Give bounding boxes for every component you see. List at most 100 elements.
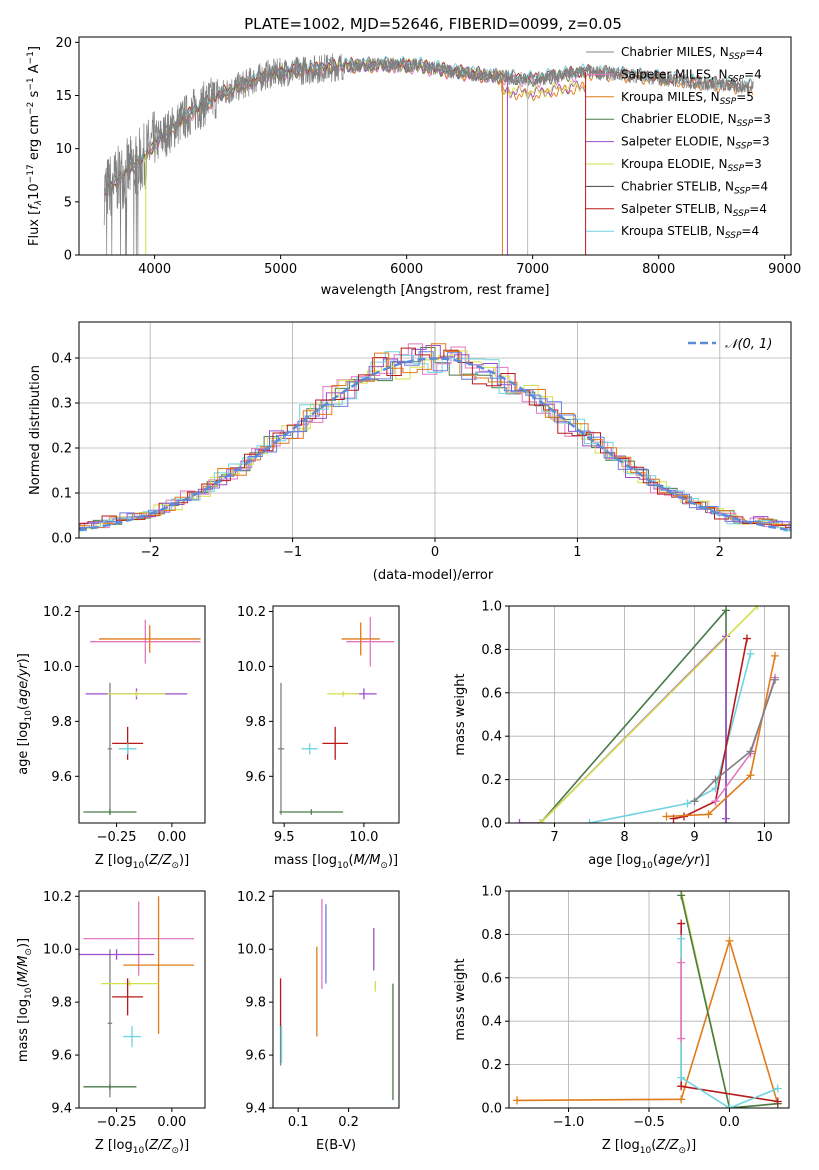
residuals-panel: −2 −1 0 1 2 0.0 0.1 0.2 0.3 0.4 𝒩(0, 1) (data-model… xyxy=(28,321,792,583)
axes-frame xyxy=(272,605,400,824)
residual-histogram xyxy=(79,351,791,531)
weight-line xyxy=(539,608,727,823)
weight-marker xyxy=(683,799,692,808)
weight-marker xyxy=(515,819,524,823)
weight-marker xyxy=(725,1104,734,1108)
y-tick-label: 0.1 xyxy=(51,487,72,502)
y-tick-label: 9.6 xyxy=(245,1049,266,1064)
x-axis-label: age [log10(age/yr)] xyxy=(588,853,710,871)
y-tick-label: 10.0 xyxy=(43,943,72,958)
weight-marker xyxy=(677,891,686,900)
x-tick-label: 5000 xyxy=(264,262,297,277)
y-tick-label: 0.6 xyxy=(481,971,502,986)
y-tick-label: 1.0 xyxy=(481,600,502,615)
residual-histogram xyxy=(79,343,791,528)
y-tick-label: 5 xyxy=(64,195,72,210)
x-axis-label: Z [log10(Z/Z⊙)] xyxy=(95,1138,189,1156)
plot-area xyxy=(279,898,394,1101)
age-vs-metallicity-panel: −0.25 0.00 9.6 9.8 10.0 10.2 Z [log10(Z/Z⊙)] ag… xyxy=(16,605,206,871)
legend-label: Salpeter ELODIE, NSSP=3 xyxy=(621,135,770,152)
weight-marker xyxy=(677,919,686,928)
y-tick-label: 0.8 xyxy=(481,643,502,658)
y-tick-label: 0.0 xyxy=(481,817,502,832)
x-tick-label: 7000 xyxy=(516,262,549,277)
plot-area xyxy=(103,53,754,255)
x-tick-label: 0.1 xyxy=(288,1115,309,1130)
plot-area xyxy=(509,891,789,1108)
weight-marker xyxy=(662,812,671,821)
x-tick-label: 2 xyxy=(716,545,724,560)
axes-frame xyxy=(508,605,790,824)
y-tick-label: 10.2 xyxy=(237,890,266,905)
y-tick-label: 0.0 xyxy=(481,1102,502,1117)
weight-marker xyxy=(746,649,755,658)
plot-area xyxy=(79,896,194,1098)
mass-vs-ebv-panel: 0.1 0.2 9.4 9.6 9.8 10.0 10.2 E(B-V) xyxy=(237,890,400,1153)
y-axis-label: age [log10(age/yr)] xyxy=(16,653,34,775)
weight-line xyxy=(589,653,752,823)
x-tick-label: 9.5 xyxy=(274,830,295,845)
weight-line xyxy=(673,638,748,820)
y-tick-label: 0.2 xyxy=(51,442,72,457)
x-tick-label: −0.5 xyxy=(633,1115,665,1130)
plot-area xyxy=(79,322,791,538)
x-tick-label: 8 xyxy=(620,830,628,845)
y-axis-label: Flux [fλ10−17 erg cm−2 s−1 A−1] xyxy=(26,46,44,246)
y-axis-label: mass weight xyxy=(453,673,468,755)
plot-area xyxy=(83,619,201,815)
weight-marker xyxy=(773,1097,782,1106)
weight-marker xyxy=(711,797,720,806)
residual-histogram xyxy=(79,345,791,530)
x-tick-label: −1 xyxy=(283,545,302,560)
y-tick-label: 0.8 xyxy=(481,928,502,943)
x-axis-label: (data-model)/error xyxy=(373,568,494,583)
weight-marker xyxy=(536,819,545,823)
weight-marker xyxy=(677,1034,686,1043)
weight-line xyxy=(516,938,779,1104)
legend-label: Chabrier ELODIE, NSSP=3 xyxy=(621,112,771,129)
x-tick-label: −1.0 xyxy=(553,1115,585,1130)
x-tick-label: 7 xyxy=(550,830,558,845)
legend-label: Kroupa ELODIE, NSSP=3 xyxy=(621,157,762,174)
x-tick-label: 0.00 xyxy=(157,830,186,845)
y-tick-label: 10.2 xyxy=(237,605,266,620)
y-tick-label: 0.6 xyxy=(481,686,502,701)
y-tick-label: 10.0 xyxy=(237,943,266,958)
weight-marker xyxy=(711,775,720,784)
y-axis-label: mass weight xyxy=(453,958,468,1040)
plot-area xyxy=(509,606,789,823)
legend-label: Chabrier STELIB, NSSP=4 xyxy=(621,179,768,196)
y-axis-label: mass [log10(M/M⊙)] xyxy=(16,938,34,1062)
x-tick-label: 0 xyxy=(431,545,439,560)
weight-vs-metallicity-panel: −1.0 −0.5 0.0 0.0 0.2 0.4 0.6 0.8 1.0 mass weight… xyxy=(453,885,790,1156)
spectrum-title: PLATE=1002, MJD=52646, FIBERID=0099, z=0… xyxy=(244,15,622,33)
x-tick-label: −0.25 xyxy=(97,1115,137,1130)
weight-marker xyxy=(773,1084,782,1093)
y-tick-label: 15 xyxy=(55,89,72,104)
weight-marker xyxy=(677,1073,686,1082)
x-axis-label: Z [log10(Z/Z⊙)] xyxy=(95,853,189,871)
weight-line xyxy=(539,606,759,823)
legend-label: Salpeter STELIB, NSSP=4 xyxy=(621,202,767,219)
y-tick-label: 10.2 xyxy=(43,890,72,905)
spectrum-panel: 4000 5000 6000 7000 8000 9000 0 5 10 15 20 Chabrier… xyxy=(26,36,801,298)
y-tick-label: 0.4 xyxy=(481,1015,502,1030)
weight-marker xyxy=(725,936,734,945)
y-tick-label: 10 xyxy=(55,142,72,157)
residual-histogram xyxy=(79,347,791,529)
weight-marker xyxy=(513,1096,522,1105)
mass-vs-metallicity-panel: −0.25 0.00 9.4 9.6 9.8 10.0 10.2 Z [log10(Z/Z⊙)… xyxy=(16,890,206,1156)
axes-frame xyxy=(78,321,792,539)
y-tick-label: 0.3 xyxy=(51,397,72,412)
x-tick-label: 10 xyxy=(756,830,773,845)
weight-marker xyxy=(690,797,699,806)
weight-marker xyxy=(746,747,755,756)
y-tick-label: 20 xyxy=(55,36,72,51)
y-tick-label: 9.8 xyxy=(51,996,72,1011)
y-tick-label: 10.2 xyxy=(43,605,72,620)
y-tick-label: 9.8 xyxy=(245,996,266,1011)
x-axis-label: E(B-V) xyxy=(316,1138,356,1153)
y-tick-label: 9.4 xyxy=(245,1102,266,1117)
weight-line xyxy=(680,895,778,1108)
legend-label: Kroupa STELIB, NSSP=4 xyxy=(621,224,759,241)
